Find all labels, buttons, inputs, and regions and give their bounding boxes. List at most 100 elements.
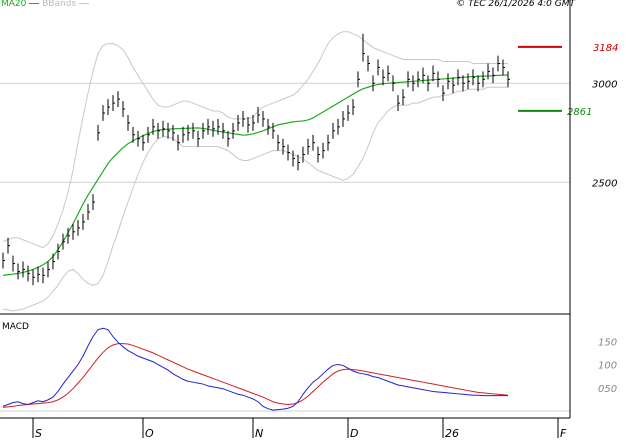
x-tick-label: F: [560, 427, 567, 440]
ohlc-bar: [177, 134, 180, 151]
x-tick-label: N: [255, 427, 263, 440]
ohlc-bar: [332, 122, 335, 139]
legend: MA20 BBands: [1, 0, 89, 9]
ohlc-bar: [12, 255, 15, 272]
ohlc-bar: [402, 89, 405, 106]
ohlc-bar: [362, 33, 365, 62]
ohlc-bar: [277, 134, 280, 151]
x-tick-label: D: [350, 427, 358, 440]
ohlc-bar: [417, 71, 420, 88]
ohlc-bar: [92, 194, 95, 211]
ohlc-bar: [447, 73, 450, 90]
ohlc-bar: [72, 223, 75, 240]
ohlc-bar: [82, 213, 85, 230]
price-tick-label: 2500: [592, 178, 617, 189]
x-tick-label: O: [145, 427, 154, 440]
bbands-legend-label: BBands: [42, 0, 77, 9]
ma20-layer: [2, 74, 509, 276]
ohlc-bar: [267, 118, 270, 135]
x-tick-label: S: [35, 427, 42, 440]
bbands-upper-line: [2, 31, 508, 249]
ohlc-bar: [237, 114, 240, 131]
ohlc-bar: [62, 233, 65, 250]
ohlc-bar: [7, 237, 10, 254]
ohlc-bar: [67, 227, 70, 244]
ohlc-bar: [42, 267, 45, 284]
ohlc-bar: [32, 269, 35, 286]
ohlc-bar: [457, 69, 460, 86]
ohlc-bar: [127, 114, 130, 131]
ohlc-bar: [262, 111, 265, 127]
ohlc-bar: [307, 138, 310, 155]
ohlc-bar: [112, 95, 115, 112]
ohlc-bar: [327, 134, 330, 151]
ohlc-bar: [2, 252, 5, 269]
ohlc-bar: [342, 111, 345, 127]
macd-tick-label: 050: [598, 384, 617, 395]
ohlc-bar: [152, 118, 155, 135]
ohlc-bar: [107, 99, 110, 115]
price-tick-label: 3000: [592, 79, 617, 90]
ohlc-bar: [432, 65, 435, 82]
macd-signal-line: [2, 343, 509, 408]
ohlc-bar: [282, 138, 285, 155]
ohlc-bar: [102, 105, 105, 121]
support-label: 2861: [567, 107, 592, 118]
ohlc-bar: [57, 243, 60, 260]
ohlc-bar: [37, 266, 40, 283]
ohlc-bar: [462, 75, 465, 92]
ohlc-bar: [367, 55, 370, 72]
ohlc-bar: [407, 71, 410, 88]
ohlc-bar: [347, 105, 350, 121]
ohlc-bar: [437, 71, 440, 88]
ohlc-bars: [2, 33, 510, 286]
macd-title: MACD: [2, 322, 29, 332]
ma20-legend-label: MA20: [1, 0, 27, 9]
ohlc-bar: [202, 122, 205, 139]
ohlc-bar: [257, 107, 260, 123]
ohlc-bar: [272, 122, 275, 139]
ohlc-bar: [497, 55, 500, 72]
ohlc-bar: [472, 69, 475, 86]
ohlc-bar: [442, 85, 445, 102]
ohlc-bar: [22, 261, 25, 278]
ohlc-bar: [232, 122, 235, 139]
ohlc-bar: [167, 122, 170, 139]
ohlc-bar: [212, 120, 215, 137]
ohlc-bar: [117, 91, 120, 108]
ohlc-bar: [52, 253, 55, 270]
ohlc-bar: [502, 59, 505, 76]
ohlc-bar: [197, 130, 200, 147]
ohlc-bar: [297, 154, 300, 171]
ohlc-bar: [312, 134, 315, 151]
macd-panel: [0, 327, 570, 412]
ohlc-bar: [287, 144, 290, 161]
grid-layer: [0, 82, 570, 183]
ohlc-bar: [452, 77, 455, 94]
macd-line: [2, 327, 508, 411]
ohlc-bar: [137, 130, 140, 147]
ohlc-bar: [47, 261, 50, 278]
bbands-lower-line: [2, 86, 508, 312]
ohlc-bar: [157, 122, 160, 139]
macd-tick-label: 150: [598, 337, 617, 348]
ohlc-bar: [427, 75, 430, 92]
ohlc-bar: [97, 124, 100, 141]
bbands-legend-swatch: [78, 3, 89, 4]
macd-tick-label: 100: [598, 361, 617, 372]
ohlc-bar: [77, 219, 80, 236]
ohlc-bar: [292, 150, 295, 167]
ohlc-bar: [247, 116, 250, 133]
ohlc-bar: [162, 120, 165, 137]
ohlc-bar: [222, 122, 225, 139]
ohlc-bar: [392, 75, 395, 92]
ohlc-bar: [397, 95, 400, 112]
ohlc-bar: [377, 59, 380, 76]
ohlc-bar: [487, 63, 490, 80]
ohlc-bar: [317, 146, 320, 163]
ohlc-bar: [87, 204, 90, 220]
ohlc-bar: [412, 75, 415, 92]
ohlc-bar: [477, 75, 480, 92]
resistance-label: 3184: [593, 43, 618, 54]
